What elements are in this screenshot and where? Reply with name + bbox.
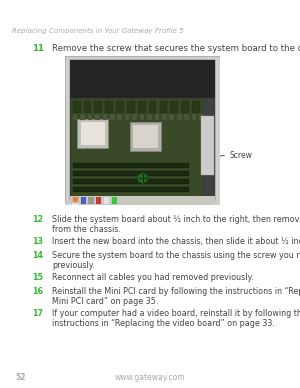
Text: 16: 16 (32, 287, 43, 296)
Text: If your computer had a video board, reinstall it by following the
instructions i: If your computer had a video board, rein… (52, 309, 300, 328)
Text: 13: 13 (32, 237, 43, 246)
Text: Replacing Components in Your Gateway Profile 5: Replacing Components in Your Gateway Pro… (12, 28, 184, 34)
Bar (80, 197, 86, 204)
Bar (71, 99, 203, 199)
Bar (105, 101, 113, 113)
Bar (199, 114, 204, 120)
Bar (73, 101, 80, 113)
Bar (73, 179, 189, 184)
Bar (80, 121, 105, 146)
Bar (80, 114, 85, 120)
Bar (149, 101, 157, 113)
Bar (110, 114, 115, 120)
Bar (130, 121, 161, 151)
Bar (73, 197, 78, 204)
Bar (112, 197, 117, 204)
Text: Slide the system board about ½ inch to the right, then remove the board
from the: Slide the system board about ½ inch to t… (52, 215, 300, 234)
Text: 14: 14 (32, 251, 43, 260)
Text: Insert the new board into the chassis, then slide it about ½ inch to the left.: Insert the new board into the chassis, t… (52, 237, 300, 246)
Text: Reconnect all cables you had removed previously.: Reconnect all cables you had removed pre… (52, 273, 253, 282)
Text: 17: 17 (32, 309, 43, 318)
Bar (160, 101, 167, 113)
Bar (103, 114, 107, 120)
Text: 52: 52 (15, 373, 26, 382)
Bar (184, 114, 189, 120)
Bar (77, 119, 108, 148)
Bar (73, 163, 189, 168)
Text: Reinstall the Mini PCI card by following the instructions in “Replacing the
Mini: Reinstall the Mini PCI card by following… (52, 287, 300, 307)
Text: 15: 15 (32, 273, 43, 282)
Bar (84, 101, 92, 113)
Bar (96, 197, 101, 204)
Bar (133, 125, 158, 148)
Circle shape (137, 173, 148, 184)
Text: www.gateway.com: www.gateway.com (115, 373, 185, 382)
Bar (170, 101, 178, 113)
Text: 11: 11 (32, 44, 44, 53)
Bar (88, 197, 94, 204)
Bar (70, 196, 215, 205)
Bar (125, 114, 130, 120)
Bar (70, 61, 215, 98)
Bar (56, 202, 79, 213)
Bar (95, 114, 100, 120)
Bar (181, 101, 189, 113)
Text: Secure the system board to the chassis using the screw you removed
previously.: Secure the system board to the chassis u… (52, 251, 300, 270)
Bar (147, 114, 152, 120)
Bar (162, 114, 167, 120)
Bar (117, 114, 122, 120)
Bar (73, 187, 189, 192)
Bar (177, 114, 182, 120)
Bar (192, 101, 200, 113)
Bar (73, 114, 77, 120)
Text: Remove the screw that secures the system board to the chassis.: Remove the screw that secures the system… (52, 44, 300, 53)
Bar (116, 101, 124, 113)
Bar (132, 114, 137, 120)
Bar (201, 116, 214, 175)
Text: Screw: Screw (229, 151, 252, 159)
Bar (88, 114, 92, 120)
Bar (169, 114, 174, 120)
Bar (73, 171, 189, 176)
Bar (104, 197, 109, 204)
Bar (192, 114, 197, 120)
Bar (94, 101, 102, 113)
Bar (127, 101, 135, 113)
Bar (140, 114, 144, 120)
Bar (154, 114, 159, 120)
Text: 12: 12 (32, 215, 43, 224)
Bar (138, 101, 146, 113)
